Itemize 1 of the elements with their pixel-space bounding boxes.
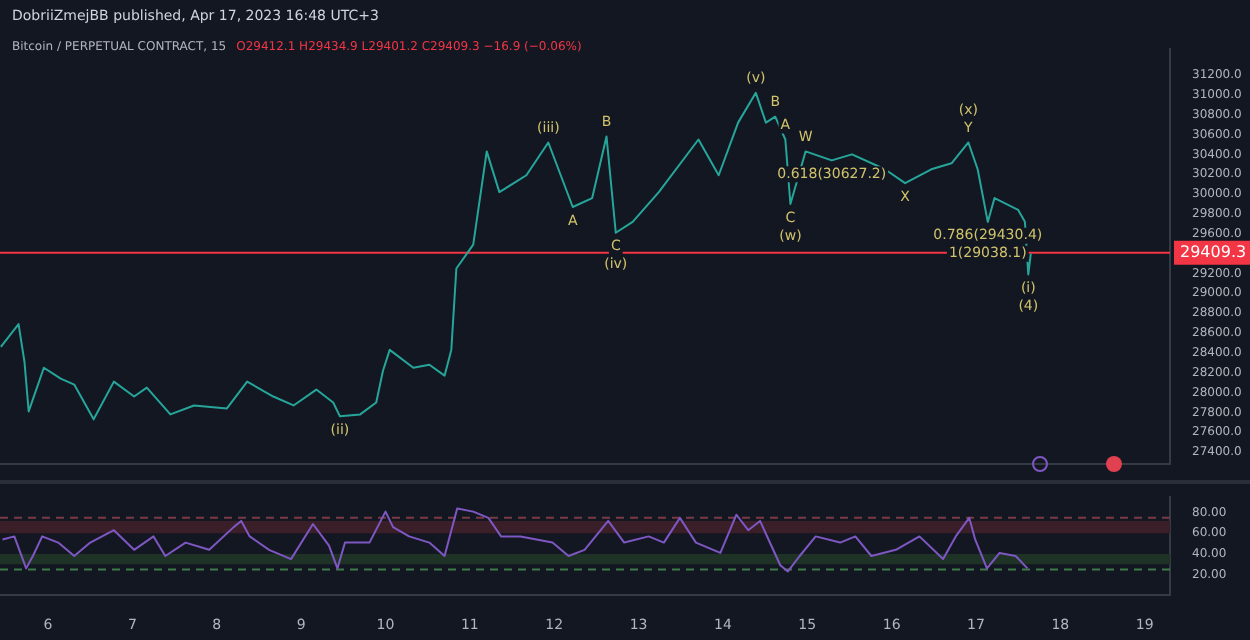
ref-line-label: 29409.3	[1180, 242, 1247, 261]
